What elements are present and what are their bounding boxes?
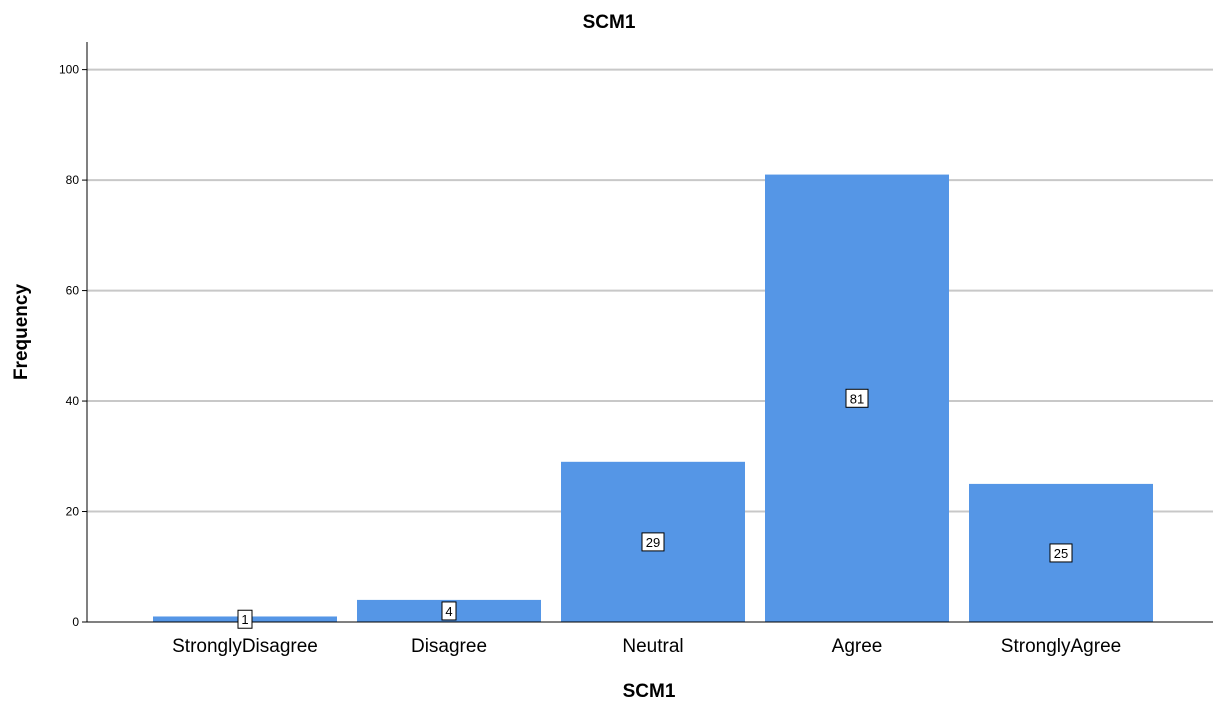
x-category-label: Neutral (622, 636, 683, 657)
y-tick-label: 60 (66, 284, 80, 298)
data-label: 25 (1054, 546, 1068, 561)
x-category-label: StronglyDisagree (172, 636, 318, 657)
y-tick-label: 100 (59, 63, 79, 77)
y-axis-label: Frequency (11, 284, 32, 381)
data-label-box (845, 388, 869, 408)
data-labels: 1 4 29 81 25 (237, 388, 1073, 629)
data-label: 1 (241, 612, 248, 627)
chart-title: SCM1 (583, 12, 636, 33)
data-label-box (237, 609, 253, 629)
y-tick-label: 40 (66, 394, 80, 408)
data-label-box (441, 601, 457, 621)
y-tick-label: 0 (72, 615, 79, 629)
y-tick-labels: 0 20 40 60 80 100 (59, 63, 79, 629)
data-label-box (641, 532, 665, 552)
x-category-label: Disagree (411, 636, 487, 657)
data-label-box (1049, 543, 1073, 563)
y-tick-label: 20 (66, 505, 80, 519)
x-category-label: Agree (832, 636, 883, 657)
y-tick-label: 80 (66, 173, 80, 187)
data-label: 81 (850, 391, 864, 406)
x-category-label: StronglyAgree (1001, 636, 1121, 657)
x-category-labels: StronglyDisagree Disagree Neutral Agree Stro… (172, 636, 1121, 657)
data-label: 29 (646, 535, 660, 550)
axes (86, 42, 1213, 623)
x-axis-label: SCM1 (623, 681, 676, 702)
bars (153, 174, 1153, 623)
data-label: 4 (445, 604, 452, 619)
